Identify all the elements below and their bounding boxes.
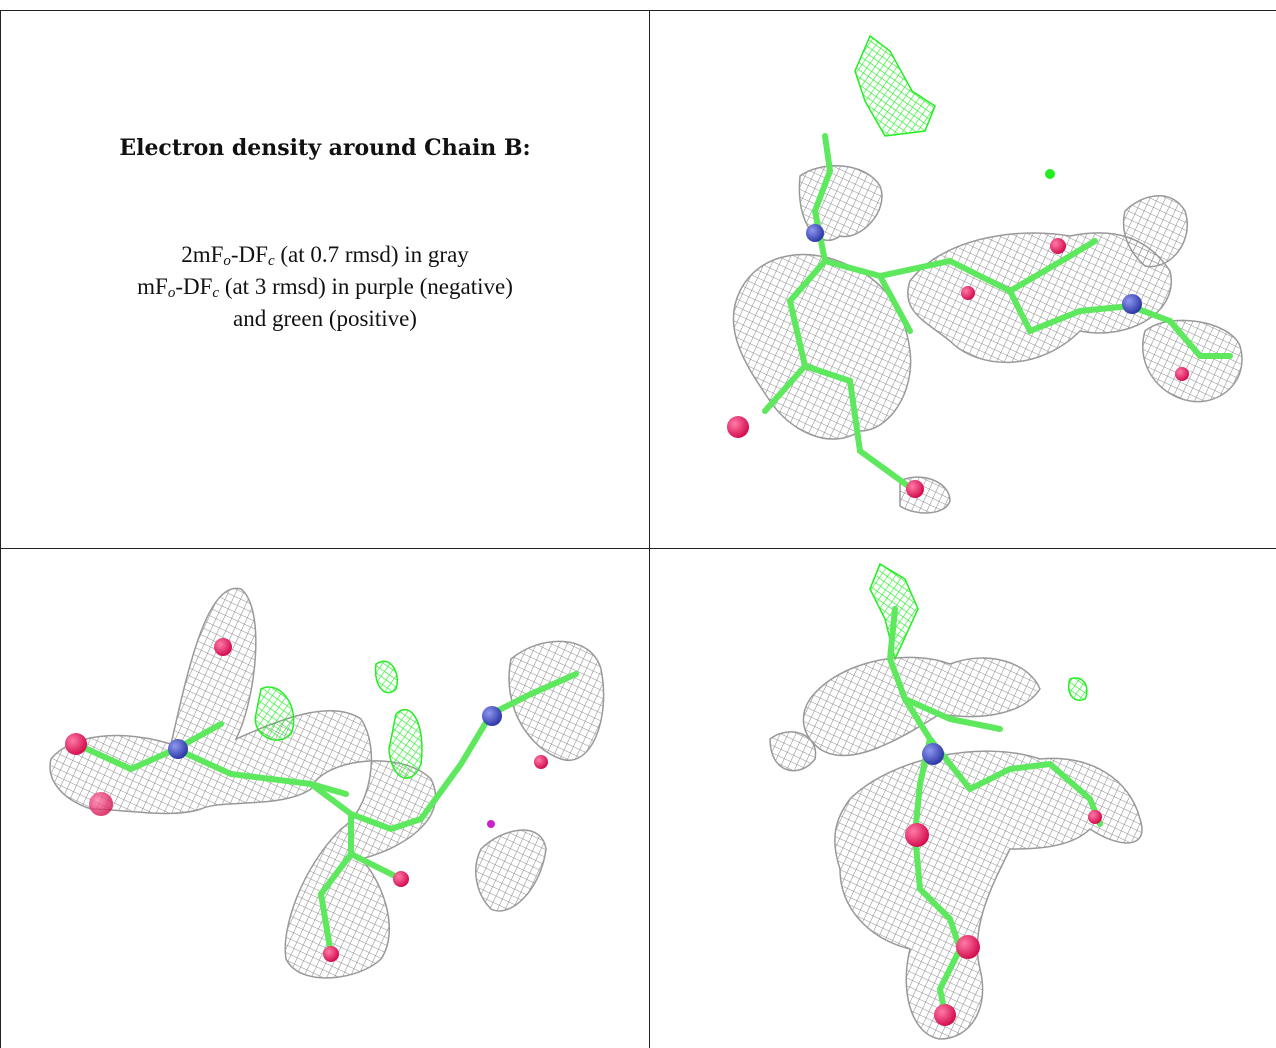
density-legend: 2mFo-DFc (at 0.7 rmsd) in gray mFo-DFc (… xyxy=(1,239,649,335)
legend-line-2fofc: 2mFo-DFc (at 0.7 rmsd) in gray xyxy=(181,242,469,269)
density-render xyxy=(769,562,1143,1040)
density-render xyxy=(49,587,605,979)
density-render xyxy=(727,34,1243,514)
density-view-top-right xyxy=(650,11,1276,548)
legend-line-positive: and green (positive) xyxy=(233,306,417,331)
figure-title: Electron density around Chain B: xyxy=(119,135,531,161)
density-view-bottom-right xyxy=(650,549,1276,1048)
table-divider-vertical xyxy=(649,10,650,1048)
legend-line-fofc: mFo-DFc (at 3 rmsd) in purple (negative) xyxy=(137,274,513,301)
table-border-left xyxy=(0,10,1,1048)
caption-cell: Electron density around Chain B: 2mFo-DF… xyxy=(1,11,649,548)
density-view-bottom-left xyxy=(1,549,649,1048)
table-border-top xyxy=(0,10,1276,11)
table-divider-horizontal xyxy=(0,548,1276,549)
